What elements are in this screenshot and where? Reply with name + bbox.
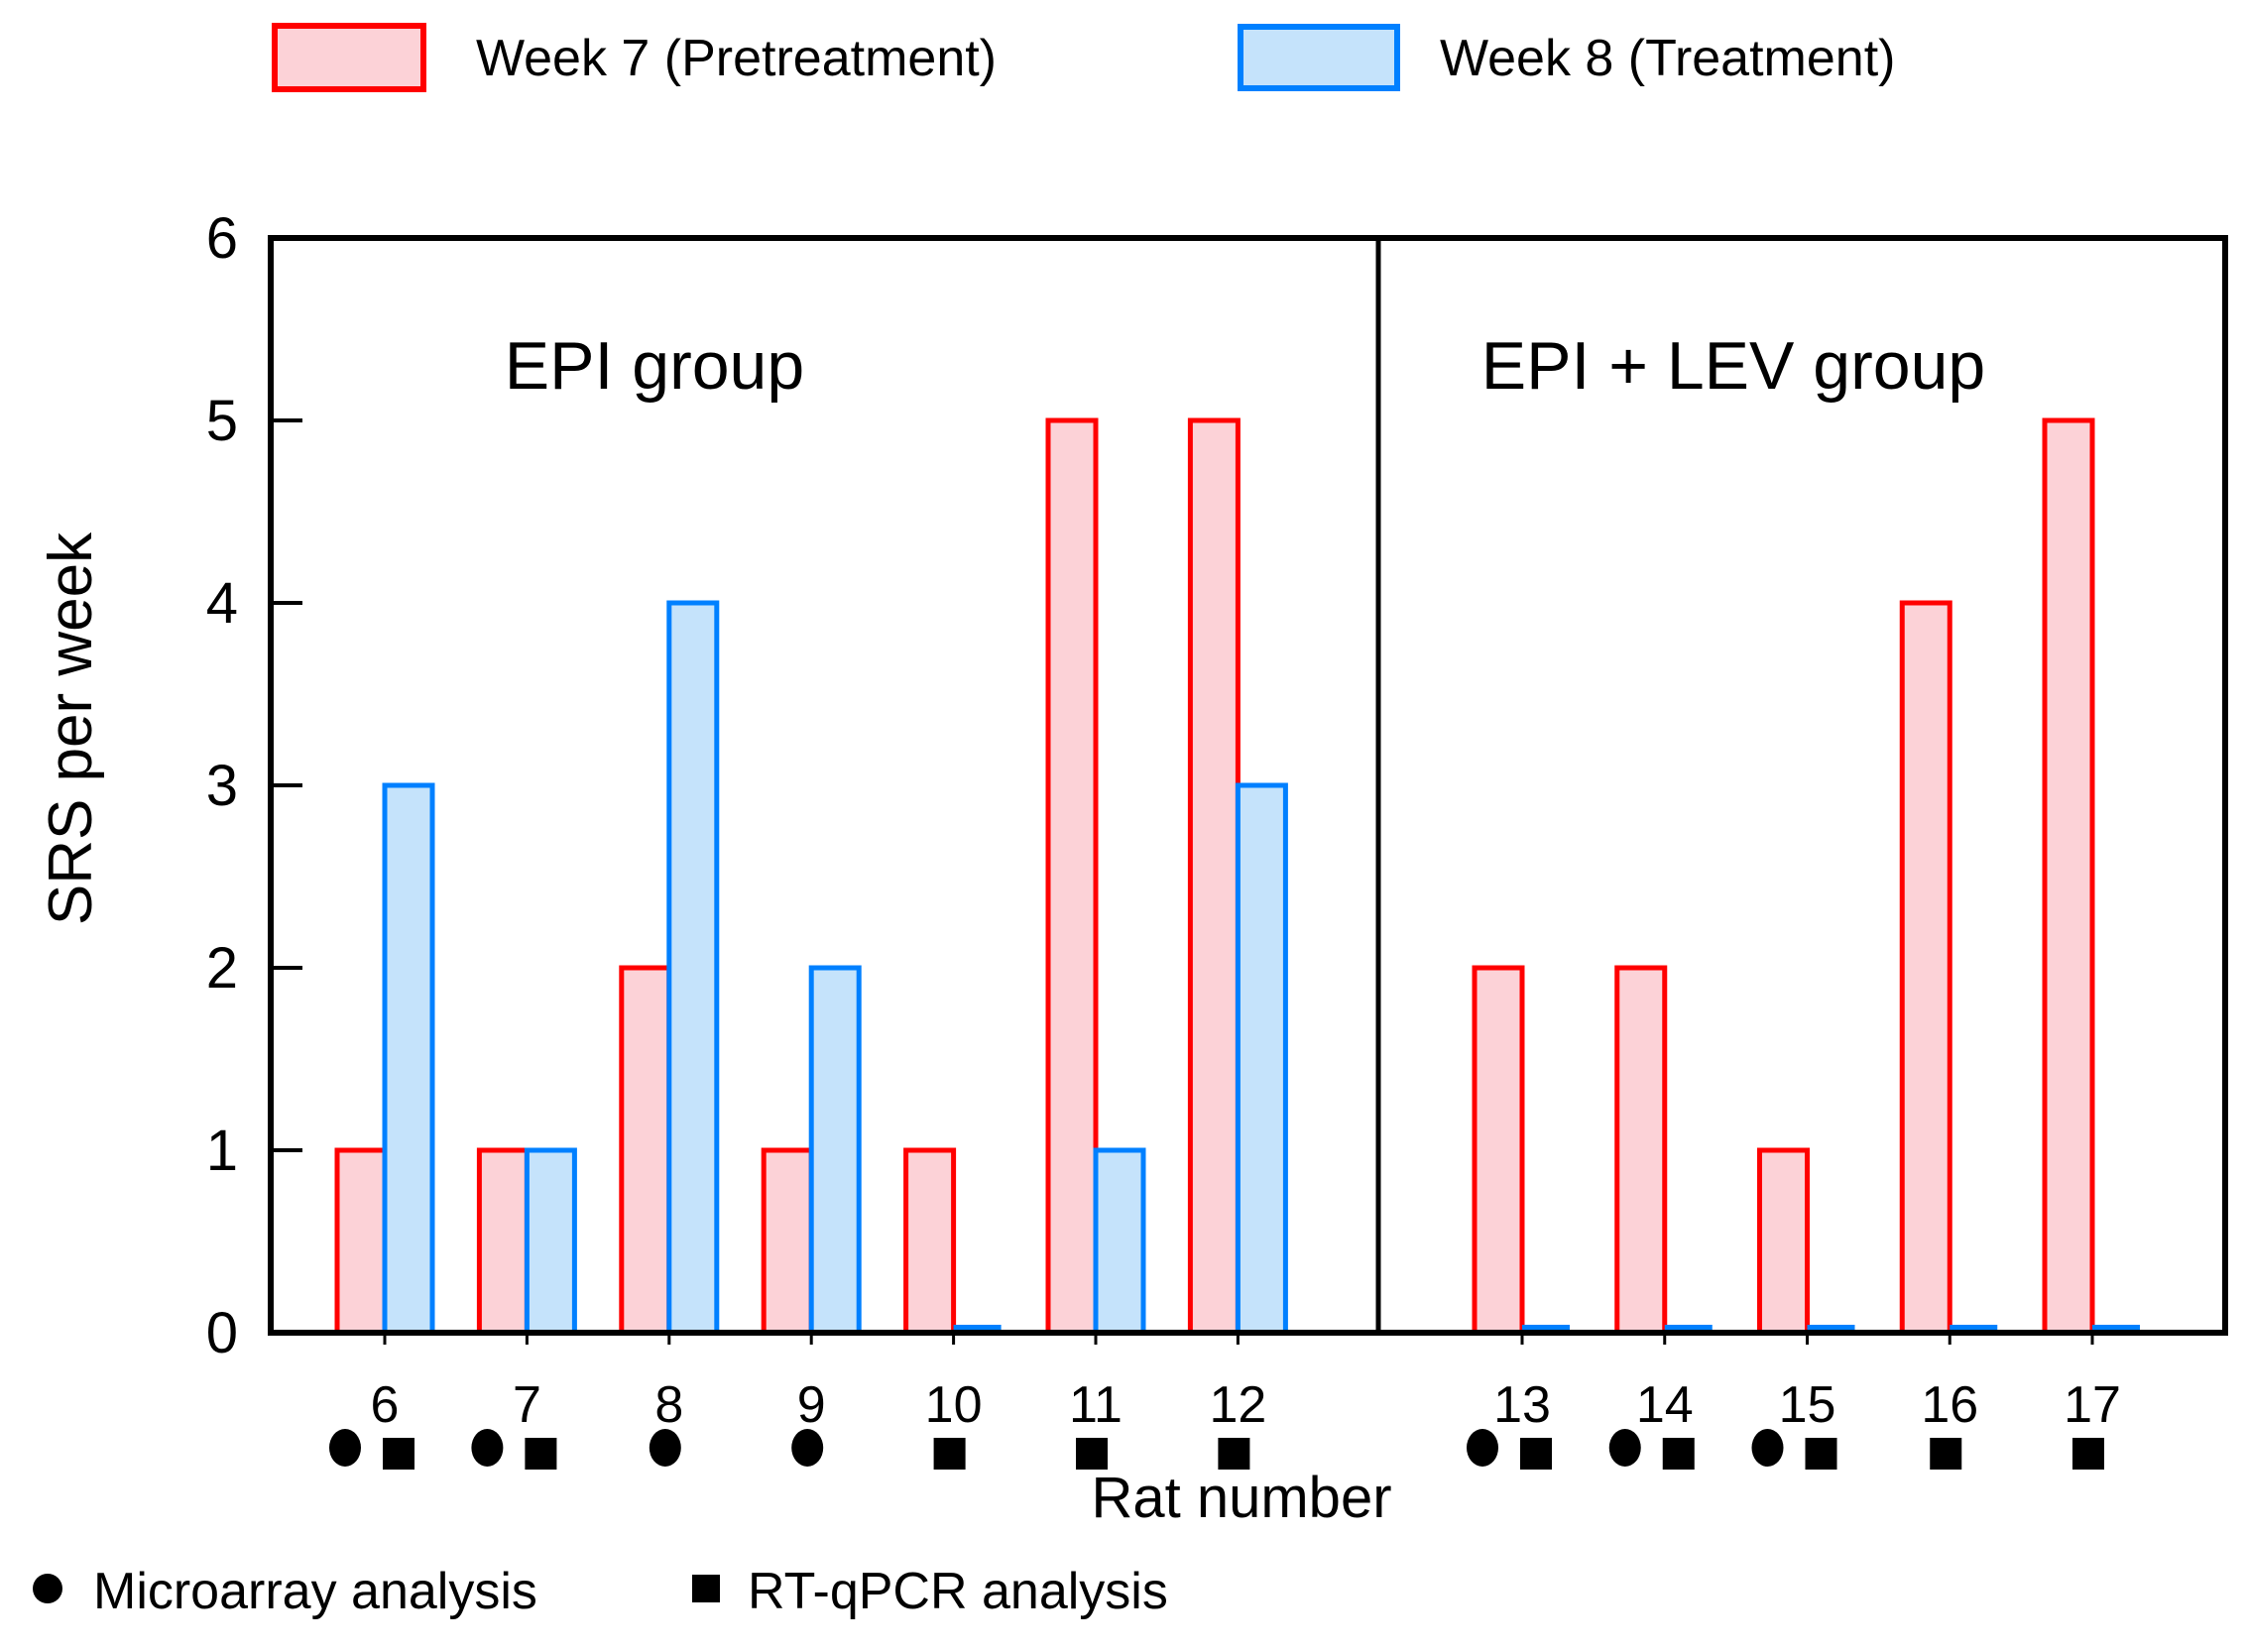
y-tick-label: 2	[206, 936, 238, 1001]
bar-week8-zero-rat-14	[1664, 1325, 1713, 1333]
bar-week7-rat-8	[619, 965, 672, 1336]
x-tick-label-rat-7: 7	[513, 1376, 541, 1434]
x-tick-label-rat-17: 17	[2064, 1376, 2121, 1434]
y-tick-label: 1	[206, 1119, 238, 1183]
microarray-legend-label: Microarray analysis	[93, 1563, 537, 1620]
legend-week8-label: Week 8 (Treatment)	[1440, 30, 1895, 87]
bar-week8-rat-7	[524, 1147, 577, 1336]
microarray-marker-rat-7	[471, 1429, 504, 1467]
x-tick-label-rat-9: 9	[797, 1376, 826, 1434]
bar-week7-rat-17	[2042, 417, 2095, 1336]
bar-week8-zero-rat-10	[953, 1325, 1002, 1333]
microarray-marker-rat-15	[1751, 1429, 1784, 1467]
y-tick-label: 3	[206, 754, 238, 818]
rtqpcr-marker-rat-6	[383, 1438, 414, 1470]
bar-week8-rat-11	[1093, 1147, 1146, 1336]
rtqpcr-marker-rat-16	[1930, 1438, 1962, 1470]
legend-week7-label: Week 7 (Pretreatment)	[476, 30, 997, 87]
microarray-marker-rat-9	[791, 1429, 824, 1467]
y-tick-label: 4	[206, 571, 238, 636]
bar-week7-rat-9	[761, 1147, 814, 1336]
x-tick-label-rat-16: 16	[1921, 1376, 1978, 1434]
bars-layer	[334, 417, 2140, 1336]
panel-title-epi-lev: EPI + LEV group	[1481, 328, 1985, 404]
x-tick-label-rat-11: 11	[1069, 1376, 1123, 1434]
microarray-marker-rat-8	[649, 1429, 681, 1467]
bar-week8-rat-6	[382, 782, 435, 1336]
rtqpcr-legend-square-icon	[692, 1575, 720, 1602]
x-axis-title: Rat number	[1091, 1466, 1391, 1530]
x-tick-label-rat-12: 12	[1209, 1376, 1266, 1434]
legend-week7-swatch	[272, 23, 426, 92]
bar-week7-rat-10	[903, 1147, 957, 1336]
rtqpcr-marker-rat-13	[1520, 1438, 1552, 1470]
bar-week7-rat-14	[1614, 965, 1668, 1336]
bar-week7-rat-7	[476, 1147, 530, 1336]
y-tick-label: 6	[206, 206, 238, 271]
microarray-marker-rat-6	[329, 1429, 361, 1467]
rtqpcr-marker-rat-7	[525, 1438, 557, 1470]
bar-week7-rat-12	[1187, 417, 1241, 1336]
x-tick-label-rat-8: 8	[654, 1376, 683, 1434]
microarray-marker-rat-14	[1608, 1429, 1641, 1467]
bar-week7-rat-6	[334, 1147, 388, 1336]
x-tick-label-rat-13: 13	[1493, 1376, 1551, 1434]
bar-week7-rat-11	[1045, 417, 1099, 1336]
y-tick-label: 5	[206, 389, 238, 453]
ticks-layer	[271, 418, 2094, 1345]
bar-week8-zero-rat-16	[1950, 1325, 1998, 1333]
x-tick-label-rat-6: 6	[371, 1376, 400, 1434]
rtqpcr-marker-rat-11	[1076, 1438, 1108, 1470]
rtqpcr-marker-rat-17	[2072, 1438, 2104, 1470]
rtqpcr-marker-rat-10	[933, 1438, 966, 1470]
bar-week8-rat-12	[1235, 782, 1288, 1336]
bar-week7-rat-13	[1472, 965, 1525, 1336]
x-tick-label-rat-10: 10	[925, 1376, 983, 1434]
bar-week8-rat-9	[808, 965, 862, 1336]
rtqpcr-marker-rat-12	[1218, 1438, 1250, 1470]
x-tick-label-rat-14: 14	[1636, 1376, 1694, 1434]
bar-week8-rat-8	[666, 600, 720, 1336]
microarray-marker-rat-13	[1467, 1429, 1498, 1467]
bar-week8-zero-rat-13	[1522, 1325, 1570, 1333]
microarray-legend-circle-icon	[33, 1574, 62, 1603]
y-axis-title: SRS per week	[37, 531, 105, 925]
x-tick-label-rat-15: 15	[1779, 1376, 1836, 1434]
bar-week7-rat-16	[1899, 600, 1952, 1336]
bar-week7-rat-15	[1757, 1147, 1810, 1336]
legend-week8-swatch	[1238, 24, 1400, 91]
bar-week8-zero-rat-15	[1807, 1325, 1855, 1333]
bar-week8-zero-rat-17	[2092, 1325, 2140, 1333]
rtqpcr-marker-rat-14	[1662, 1438, 1695, 1470]
y-tick-label: 0	[206, 1301, 238, 1365]
marker-legend: Microarray analysis RT-qPCR analysis	[33, 1563, 1168, 1620]
rtqpcr-legend-label: RT-qPCR analysis	[748, 1563, 1168, 1620]
rtqpcr-marker-rat-15	[1805, 1438, 1837, 1470]
panel-title-epi: EPI group	[505, 328, 804, 404]
chart-legend: Week 7 (Pretreatment) Week 8 (Treatment)	[272, 23, 1895, 92]
